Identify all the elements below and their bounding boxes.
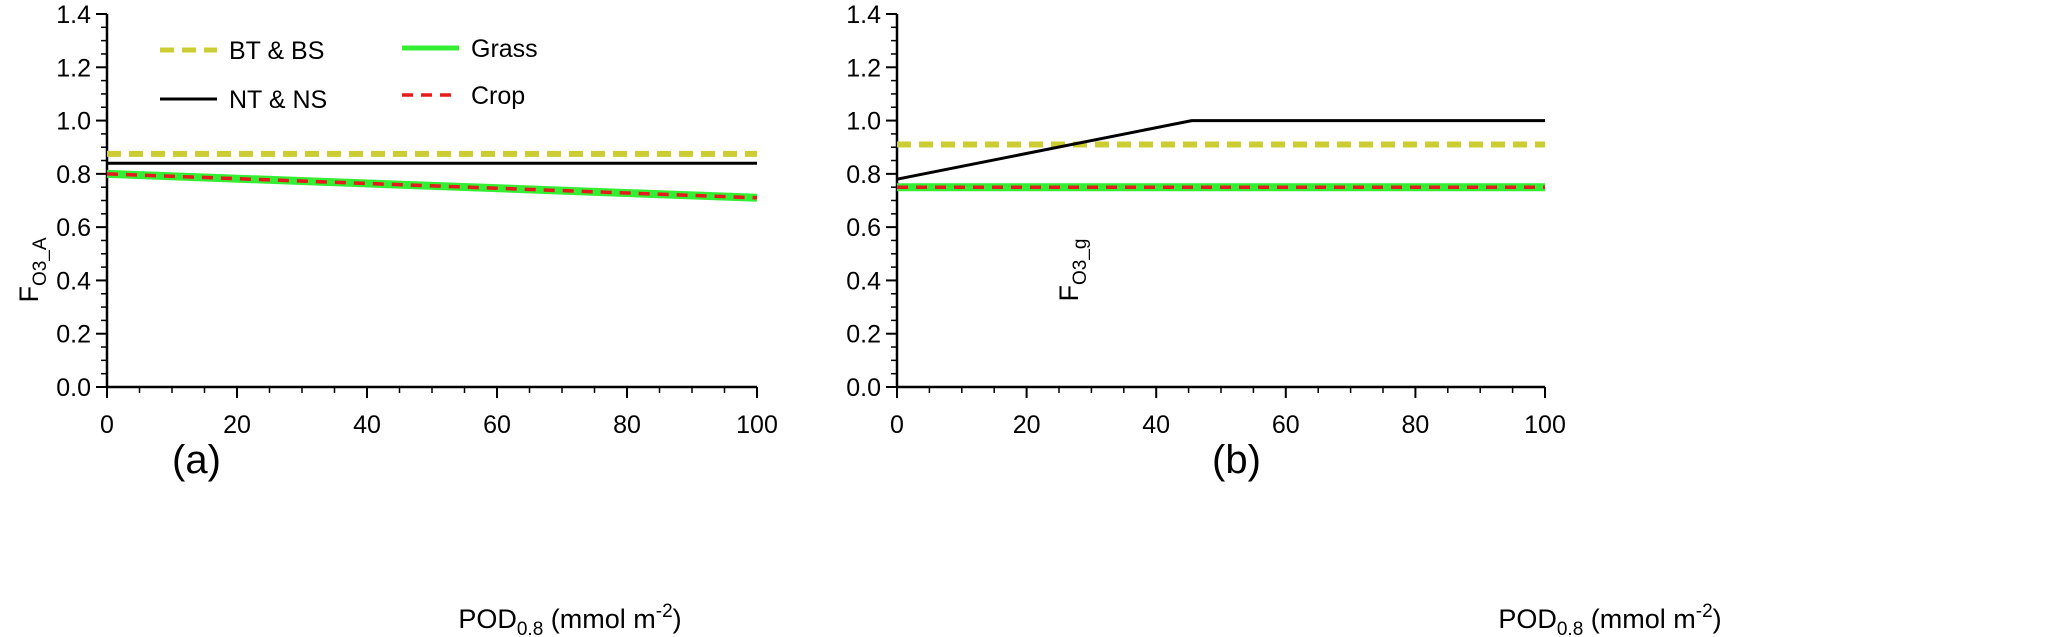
panel-a-y-tick-label: 1.0 <box>56 108 91 136</box>
panel-b-xlabel: POD0.8 (mmol m-2) <box>1498 601 1721 637</box>
panel-a-legend-label-grass: Grass <box>471 35 538 63</box>
panel-a-y-tick-label: 0.4 <box>56 267 91 295</box>
panel-a-x-tick-label: 20 <box>223 411 251 439</box>
panel-a-legend-label-bt-bs: BT & BS <box>229 37 324 65</box>
panel-a-x-tick-label: 40 <box>353 411 381 439</box>
panel-a-y-tick-label: 0.2 <box>56 321 91 349</box>
panel-b-y-tick-label: 0.8 <box>846 161 881 189</box>
panel-b-y-tick-label: 0.4 <box>846 267 881 295</box>
panel-a-ylabel-sub: O3_A <box>30 237 51 286</box>
panel-b-x-tick-label: 80 <box>1401 411 1429 439</box>
panel-b-xlabel-main: POD <box>1498 604 1557 634</box>
panel-a-xlabel-sub: 0.8 <box>517 619 543 637</box>
panel-a-y-tick-label: 1.4 <box>56 1 91 29</box>
panel-a-x-tick-label: 100 <box>736 411 778 439</box>
panel-a-y-tick-label: 0.6 <box>56 214 91 242</box>
panel-b-label: (b) <box>1212 438 1261 482</box>
panel-b-xlabel-unit-sup: -2 <box>1696 601 1713 622</box>
panel-b-xlabel-unit-end: ) <box>1713 604 1722 634</box>
panel-b-x-tick-label: 100 <box>1524 411 1566 439</box>
panel-b-y-tick-label: 0.6 <box>846 214 881 242</box>
panel-b-y-tick-label: 1.4 <box>846 1 881 29</box>
panel-a-xlabel-main: POD <box>458 604 517 634</box>
panel-a-series-crop <box>106 172 758 200</box>
panel-b-series-nt-ns <box>896 119 1545 181</box>
panel-a-ylabel-main: F <box>14 286 44 303</box>
panel-b: (b) FO3_g POD0.8 (mmol m-2) 0.00.20.40.6… <box>846 1 1721 637</box>
panel-a-x-tick-label: 80 <box>613 411 641 439</box>
panel-a-xlabel-unit: (mmol m <box>543 604 655 634</box>
panel-b-x-tick-label: 0 <box>890 411 904 439</box>
panel-a-y-tick-label: 0.0 <box>56 374 91 402</box>
panel-b-xlabel-sub: 0.8 <box>1557 619 1583 637</box>
panel-b-xlabel-unit: (mmol m <box>1583 604 1695 634</box>
panel-a: (a) FO3_A POD0.8 (mmol m-2) 0.00.20.40.6… <box>14 1 778 637</box>
panel-a-x-tick-label: 60 <box>483 411 511 439</box>
panel-b-y-tick-label: 1.0 <box>846 108 881 136</box>
panel-a-xlabel-unit-end: ) <box>673 604 682 634</box>
panel-b-y-tick-label: 0.0 <box>846 374 881 402</box>
panel-a-y-tick-label: 1.2 <box>56 54 91 82</box>
panel-a-label: (a) <box>172 438 221 482</box>
panel-a-x-tick-label: 0 <box>100 411 114 439</box>
panel-b-x-tick-label: 60 <box>1272 411 1300 439</box>
panel-a-xlabel-unit-sup: -2 <box>656 601 673 622</box>
panel-b-ylabel-main: F <box>1054 285 1084 302</box>
panel-a-legend-label-nt-ns: NT & NS <box>229 86 327 114</box>
panel-b-x-tick-label: 20 <box>1013 411 1041 439</box>
panel-b-ylabel-sub: O3_g <box>1070 239 1091 285</box>
panel-a-y-tick-label: 0.8 <box>56 161 91 189</box>
panel-a-ylabel: FO3_A <box>14 237 51 302</box>
panel-b-y-tick-label: 0.2 <box>846 321 881 349</box>
panel-b-ylabel: FO3_g <box>1054 239 1091 302</box>
panel-b-y-tick-label: 1.2 <box>846 54 881 82</box>
panel-b-x-tick-label: 40 <box>1142 411 1170 439</box>
panel-a-xlabel: POD0.8 (mmol m-2) <box>458 601 681 637</box>
panel-a-legend-label-crop: Crop <box>471 82 525 110</box>
